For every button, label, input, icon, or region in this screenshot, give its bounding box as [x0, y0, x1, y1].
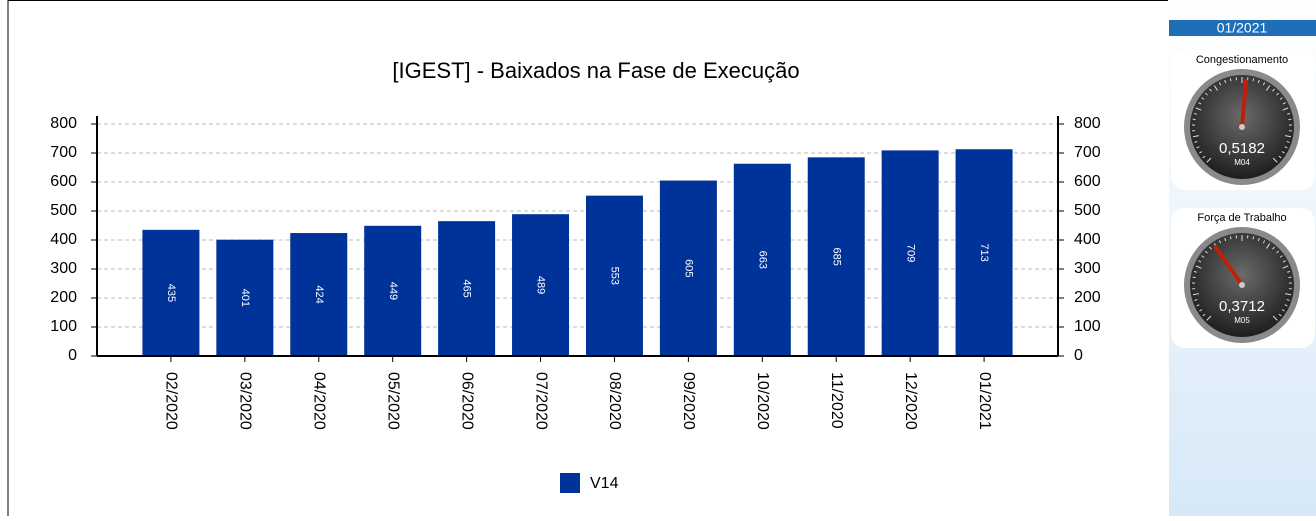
gauge-scale-tick	[1230, 78, 1231, 81]
x-tick-label: 12/2020	[902, 372, 919, 430]
y-tick-label: 600	[50, 173, 77, 190]
x-tick-label: 06/2020	[458, 372, 475, 430]
chart-title: [IGEST] - Baixados na Fase de Execução	[392, 58, 799, 83]
gauge-scale-tick	[1253, 236, 1254, 239]
y-tick-label: 700	[50, 144, 77, 161]
y-tick-label: 500	[50, 202, 77, 219]
x-tick-label: 05/2020	[384, 372, 401, 430]
gauge-value: 0,5182	[1219, 140, 1265, 157]
gauge-scale-tick	[1230, 236, 1231, 239]
period: 01/2021	[1217, 20, 1268, 36]
legend-label: V14	[590, 475, 619, 492]
y2-tick-label: 700	[1074, 144, 1101, 161]
gauge-scale-tick	[1253, 78, 1254, 81]
x-tick-label: 07/2020	[532, 372, 549, 430]
y-tick-label: 0	[68, 347, 77, 364]
y-tick-label: 100	[50, 318, 77, 335]
x-tick-label: 03/2020	[237, 372, 254, 430]
x-tick-label: 11/2020	[828, 372, 845, 429]
gauge-label: Congestionamento	[1196, 54, 1288, 66]
value-label: 663	[756, 251, 768, 269]
gauge-hub	[1239, 124, 1245, 130]
value-label: 449	[387, 282, 399, 300]
x-tick-label: 10/2020	[754, 372, 771, 430]
y2-tick-label: 100	[1074, 318, 1101, 335]
y2-tick-label: 0	[1074, 347, 1083, 364]
y-tick-label: 800	[50, 115, 77, 132]
value-label: 465	[461, 279, 473, 297]
value-label: 713	[978, 243, 990, 261]
y-tick-label: 200	[50, 289, 77, 306]
value-label: 605	[682, 259, 694, 277]
x-tick-label: 08/2020	[606, 372, 623, 430]
x-tick-label: 09/2020	[680, 372, 697, 430]
legend-swatch	[560, 473, 580, 493]
gauge-label: Força de Trabalho	[1197, 212, 1286, 224]
y2-tick-label: 200	[1074, 289, 1101, 306]
value-label: 685	[830, 247, 842, 265]
y2-tick-label: 300	[1074, 260, 1101, 277]
x-tick-label: 04/2020	[311, 372, 328, 430]
y2-tick-label: 800	[1074, 115, 1101, 132]
value-label: 709	[904, 244, 916, 262]
value-label: 435	[165, 284, 177, 302]
gauge-code: M05	[1234, 316, 1250, 325]
gauge-hub	[1239, 282, 1245, 288]
gauge-value: 0,3712	[1219, 298, 1265, 315]
page: {"chart_data": {"type": "bar", "title": …	[0, 0, 1316, 516]
x-tick-label: 01/2021	[976, 372, 993, 430]
screen: [IGEST] - Baixados na Fase de Execução 0…	[0, 0, 1316, 516]
value-label: 489	[535, 276, 547, 294]
y-tick-label: 400	[50, 231, 77, 248]
y2-tick-label: 500	[1074, 202, 1101, 219]
value-label: 553	[609, 267, 621, 285]
gauge-code: M04	[1234, 158, 1250, 167]
y-tick-label: 300	[50, 260, 77, 277]
x-tick-label: 02/2020	[163, 372, 180, 430]
value-label: 401	[239, 289, 251, 307]
y2-tick-label: 600	[1074, 173, 1101, 190]
value-label: 424	[313, 285, 325, 303]
y2-tick-label: 400	[1074, 231, 1101, 248]
